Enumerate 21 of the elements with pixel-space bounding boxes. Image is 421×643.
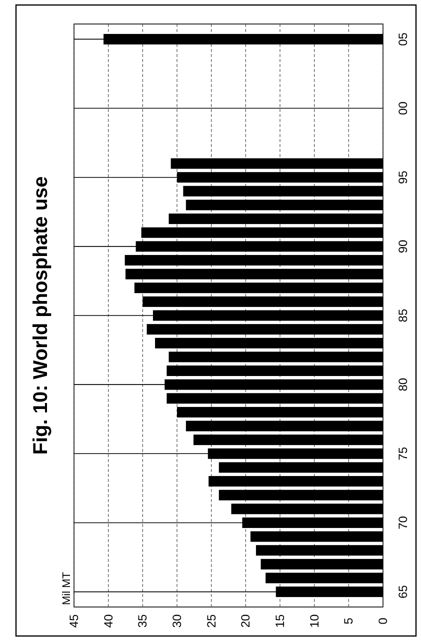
- y-tick-label: 75: [396, 446, 410, 460]
- y-axis-title: Mil MT: [61, 572, 73, 605]
- x-tick-label: 30: [170, 614, 184, 628]
- x-tick-label: 0: [376, 617, 390, 624]
- y-tick-label: 85: [396, 308, 410, 322]
- x-tick-label: 5: [342, 617, 356, 624]
- y-tick-label: 95: [396, 170, 410, 184]
- x-tick-label: 20: [238, 614, 253, 628]
- y-tick-label: 65: [396, 584, 410, 598]
- x-tick-label: 25: [204, 614, 218, 628]
- y-tick-label: 80: [396, 378, 410, 392]
- y-tick-label: 70: [396, 516, 410, 530]
- x-tick-label: 45: [67, 614, 81, 628]
- x-tick-label: 10: [307, 614, 322, 628]
- x-tick-label: 35: [136, 614, 150, 628]
- text: Fig. 10: World phosphate use: [30, 176, 52, 455]
- x-tick-label: 40: [101, 614, 116, 628]
- x-tick-label: 15: [273, 614, 287, 628]
- y-tick-label: 00: [396, 101, 410, 115]
- y-tick-label: 05: [396, 32, 410, 46]
- y-tick-label: 90: [396, 239, 410, 254]
